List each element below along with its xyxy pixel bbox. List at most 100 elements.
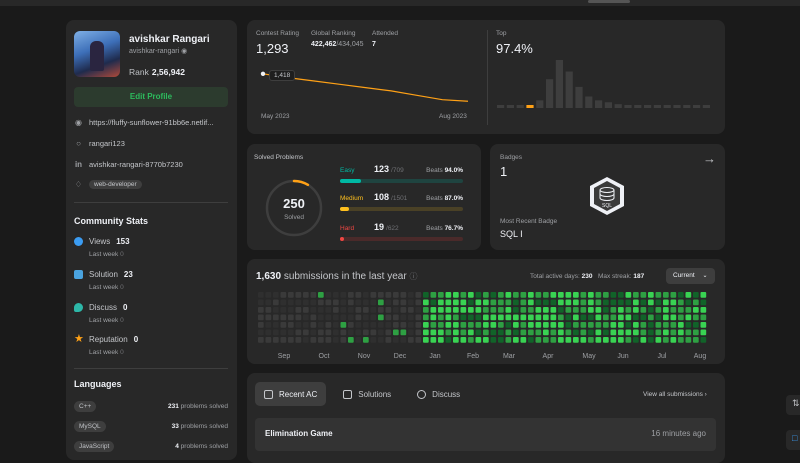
heatmap-cell[interactable] (415, 299, 422, 306)
heatmap-cell[interactable] (273, 307, 279, 313)
heatmap-cell[interactable] (700, 299, 707, 306)
heatmap-cell[interactable] (640, 329, 647, 336)
heatmap-cell[interactable] (543, 299, 549, 306)
heatmap-cell[interactable] (438, 329, 444, 336)
heatmap-cell[interactable] (355, 307, 362, 313)
heatmap-cell[interactable] (700, 307, 707, 313)
heatmap-cell[interactable] (453, 292, 459, 298)
year-select[interactable]: Current ⌄ (666, 268, 715, 284)
heatmap-cell[interactable] (370, 307, 377, 313)
heatmap-cell[interactable] (655, 299, 662, 306)
heatmap-cell[interactable] (318, 329, 324, 336)
heatmap-cell[interactable] (273, 322, 279, 328)
heatmap-cell[interactable] (535, 307, 542, 313)
heatmap-cell[interactable] (265, 329, 272, 336)
heatmap-cell[interactable] (325, 307, 332, 313)
heatmap-cell[interactable] (640, 307, 647, 313)
heatmap-cell[interactable] (655, 307, 662, 313)
heatmap-cell[interactable] (460, 292, 467, 298)
heatmap-cell[interactable] (318, 337, 324, 343)
heatmap-cell[interactable] (603, 307, 609, 313)
heatmap-cell[interactable] (648, 299, 654, 306)
heatmap-cell[interactable] (505, 337, 512, 343)
heatmap-cell[interactable] (423, 329, 429, 336)
heatmap-cell[interactable] (378, 292, 384, 298)
histogram-bar[interactable] (644, 105, 652, 108)
heatmap-cell[interactable] (400, 337, 407, 343)
heatmap-cell[interactable] (355, 314, 362, 321)
heatmap-cell[interactable] (610, 314, 617, 321)
heatmap-cell[interactable] (295, 314, 302, 321)
heatmap-cell[interactable] (340, 322, 347, 328)
histogram-bar[interactable] (565, 71, 573, 108)
histogram-bar[interactable] (702, 105, 710, 108)
heatmap-cell[interactable] (258, 329, 264, 336)
heatmap-cell[interactable] (498, 307, 504, 313)
heatmap-cell[interactable] (438, 299, 444, 306)
submission-calendar[interactable]: Sep Oct Nov Dec Jan Feb Mar Apr May Jun Jul Aug (251, 292, 721, 362)
heatmap-cell[interactable] (325, 337, 332, 343)
heatmap-cell[interactable] (558, 322, 564, 328)
heatmap-cell[interactable] (640, 322, 647, 328)
heatmap-cell[interactable] (340, 314, 347, 321)
heatmap-cell[interactable] (520, 337, 527, 343)
heatmap-cell[interactable] (295, 322, 302, 328)
heatmap-cell[interactable] (430, 322, 437, 328)
heatmap-cell[interactable] (513, 314, 519, 321)
heatmap-cell[interactable] (588, 337, 594, 343)
heatmap-cell[interactable] (603, 314, 609, 321)
heatmap-cell[interactable] (520, 314, 527, 321)
heatmap-cell[interactable] (468, 329, 474, 336)
heatmap-cell[interactable] (543, 314, 549, 321)
heatmap-cell[interactable] (400, 307, 407, 313)
heatmap-cell[interactable] (333, 314, 339, 321)
heatmap-cell[interactable] (303, 322, 309, 328)
heatmap-cell[interactable] (393, 322, 399, 328)
heatmap-cell[interactable] (535, 322, 542, 328)
heatmap-cell[interactable] (475, 337, 482, 343)
heatmap-cell[interactable] (340, 337, 347, 343)
heatmap-cell[interactable] (655, 329, 662, 336)
heatmap-cell[interactable] (400, 292, 407, 298)
heatmap-cell[interactable] (348, 322, 354, 328)
heatmap-cell[interactable] (333, 292, 339, 298)
language-tag[interactable]: MySQL (74, 421, 106, 432)
heatmap-cell[interactable] (663, 299, 669, 306)
heatmap-cell[interactable] (468, 299, 474, 306)
heatmap-cell[interactable] (288, 322, 294, 328)
language-tag[interactable]: C++ (74, 401, 97, 412)
heatmap-cell[interactable] (670, 337, 677, 343)
heatmap-cell[interactable] (640, 292, 647, 298)
heatmap-cell[interactable] (625, 314, 632, 321)
heatmap-cell[interactable] (310, 307, 317, 313)
heatmap-cell[interactable] (280, 322, 287, 328)
heatmap-cell[interactable] (693, 299, 699, 306)
heatmap-cell[interactable] (678, 314, 684, 321)
histogram-bar[interactable] (585, 96, 593, 108)
heatmap-cell[interactable] (483, 322, 489, 328)
heatmap-cell[interactable] (273, 292, 279, 298)
heatmap-cell[interactable] (333, 307, 339, 313)
heatmap-cell[interactable] (678, 307, 684, 313)
heatmap-cell[interactable] (565, 307, 572, 313)
heatmap-cell[interactable] (685, 329, 692, 336)
heatmap-cell[interactable] (565, 322, 572, 328)
heatmap-cell[interactable] (280, 337, 287, 343)
heatmap-cell[interactable] (325, 314, 332, 321)
histogram-bar[interactable] (555, 60, 563, 108)
heatmap-cell[interactable] (633, 329, 639, 336)
heatmap-cell[interactable] (520, 299, 527, 306)
heatmap-cell[interactable] (550, 307, 557, 313)
heatmap-cell[interactable] (588, 292, 594, 298)
heatmap-cell[interactable] (603, 292, 609, 298)
heatmap-cell[interactable] (453, 329, 459, 336)
heatmap-cell[interactable] (618, 337, 624, 343)
heatmap-cell[interactable] (295, 329, 302, 336)
heatmap-cell[interactable] (543, 337, 549, 343)
heatmap-cell[interactable] (430, 329, 437, 336)
heatmap-cell[interactable] (550, 337, 557, 343)
heatmap-cell[interactable] (363, 337, 369, 343)
heatmap-cell[interactable] (648, 322, 654, 328)
heatmap-cell[interactable] (513, 329, 519, 336)
histogram-bar[interactable] (526, 105, 534, 108)
